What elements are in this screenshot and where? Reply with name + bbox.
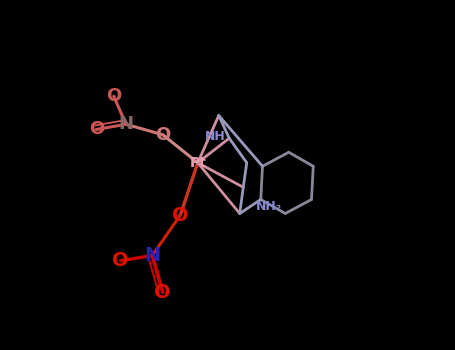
Text: N: N	[118, 115, 133, 133]
Text: NH₂: NH₂	[256, 200, 282, 213]
Text: O: O	[89, 120, 104, 139]
Text: O: O	[112, 251, 129, 270]
Text: Pt: Pt	[189, 156, 206, 170]
Text: O: O	[172, 206, 188, 225]
Text: O: O	[154, 283, 171, 302]
Text: O: O	[155, 126, 170, 144]
Text: N: N	[144, 246, 160, 265]
Text: NH: NH	[205, 130, 226, 142]
Text: O: O	[106, 87, 121, 105]
